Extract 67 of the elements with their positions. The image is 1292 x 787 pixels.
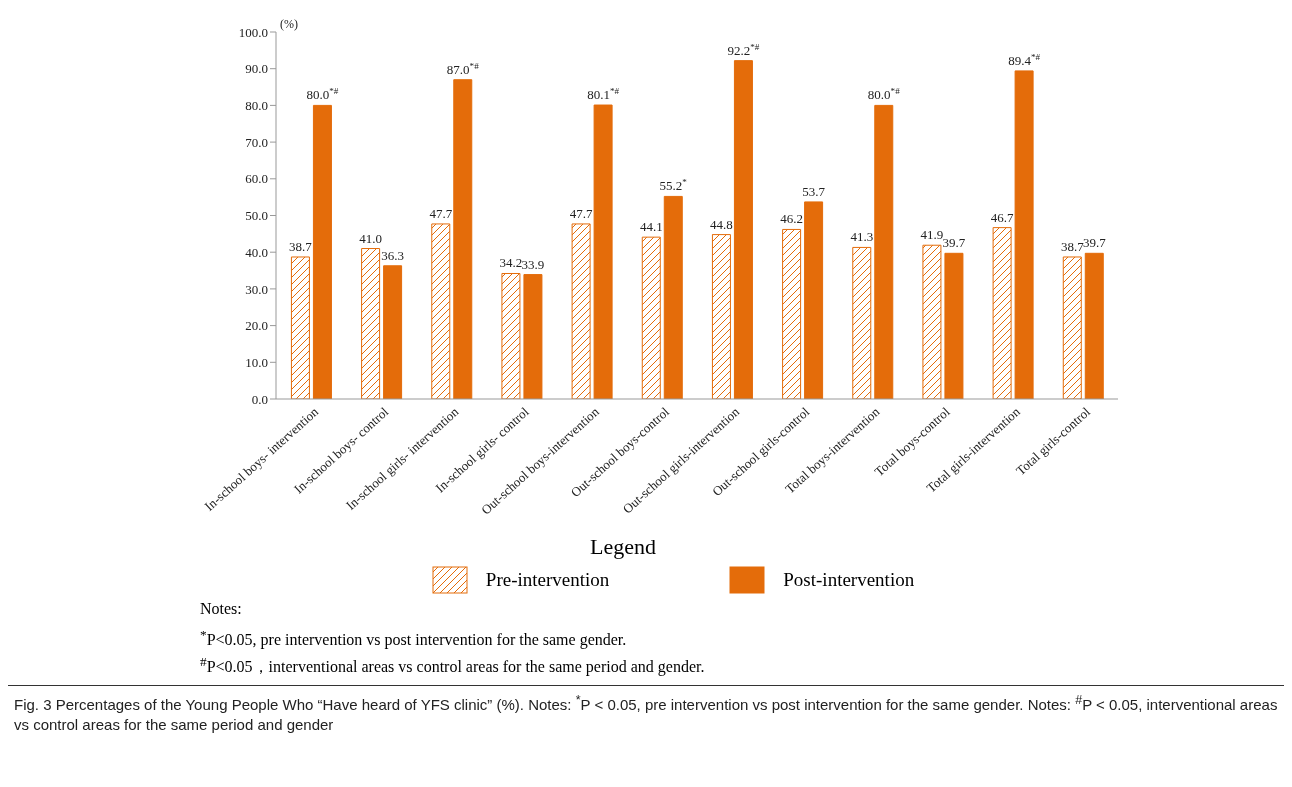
bar [944,252,964,399]
bar [501,272,521,399]
data-label: 46.7 [990,209,1014,225]
data-label: 92.2$^{*#}$ [727,41,760,58]
bar [290,256,310,399]
data-label: 44.1 [639,219,663,235]
bar [711,234,731,399]
legend-label: Post-intervention [783,569,915,591]
bar [804,201,824,399]
text: $^{#}$P<0.05，interventional areas vs control areas for the same period and gender. [200,653,706,678]
data-label: 55.2$^{*}$ [659,177,688,194]
y-tick-label: 0.0 [251,391,268,407]
y-tick-label: 80.0 [245,98,268,114]
data-label: 41.9 [920,227,944,243]
data-label: 33.9 [521,256,545,272]
bar [361,248,381,399]
data-label: 39.7 [942,235,966,251]
y-tick-label: 100.0 [238,24,268,40]
bar [1014,70,1034,399]
bar [733,60,753,399]
bar [852,246,872,399]
y-tick-label: 50.0 [245,208,268,224]
bar [571,223,591,399]
data-label: 41.3 [850,229,874,245]
text: Fig. 3 Percentages of the Young People Who “Have heard of YFS clinic” (%). Notes: $^{*}$P < 0.05, pre intervention vs post intervention for the same gender. Notes: $^{#}$P < 0.05, interventional areas vs control areas for the same period and gender [14,692,1278,733]
bar [782,228,802,399]
data-label: 53.7 [802,183,826,199]
legend-title: Legend [589,534,657,560]
bar [874,104,894,399]
bar [383,265,403,399]
data-label: 34.2 [499,255,523,271]
bar [312,104,332,399]
y-tick-label: 10.0 [245,354,268,370]
data-label: 47.7 [569,205,593,221]
y-tick-label: 20.0 [245,318,268,334]
bar [1084,252,1104,399]
y-axis-title: (%) [280,17,298,31]
y-tick-label: 70.0 [245,134,268,150]
bar [663,195,683,399]
data-label: 38.7 [1060,238,1085,254]
legend-label: Pre-intervention [485,569,610,591]
bar [1062,256,1082,399]
data-label: 80.0$^{*#}$ [306,86,339,103]
data-label: 39.7 [1082,235,1107,251]
y-tick-label: 30.0 [245,281,268,297]
data-label: 36.3 [381,247,404,263]
data-label: 38.7 [289,238,313,254]
data-label: 87.0$^{*#}$ [446,60,480,77]
bar [992,227,1012,399]
data-label: 46.2 [780,211,803,227]
bar [523,274,543,399]
data-label: 44.8 [710,216,733,232]
data-label: 41.0 [359,230,382,246]
data-label: 89.4$^{*#}$ [1008,51,1041,68]
bar [641,236,661,399]
data-label: 47.7 [429,205,453,221]
text: Notes: [200,599,243,619]
bar [453,79,473,399]
bar [431,223,451,399]
data-label: 80.1$^{*#}$ [587,86,620,103]
y-tick-label: 60.0 [245,171,268,187]
y-tick-label: 40.0 [245,244,268,260]
y-tick-label: 90.0 [245,61,268,77]
data-label: 80.0$^{*#}$ [867,86,901,103]
text: $^{*}$P<0.05, pre intervention vs post intervention for the same gender. [200,626,628,651]
bar [593,104,613,399]
bar [922,244,942,399]
